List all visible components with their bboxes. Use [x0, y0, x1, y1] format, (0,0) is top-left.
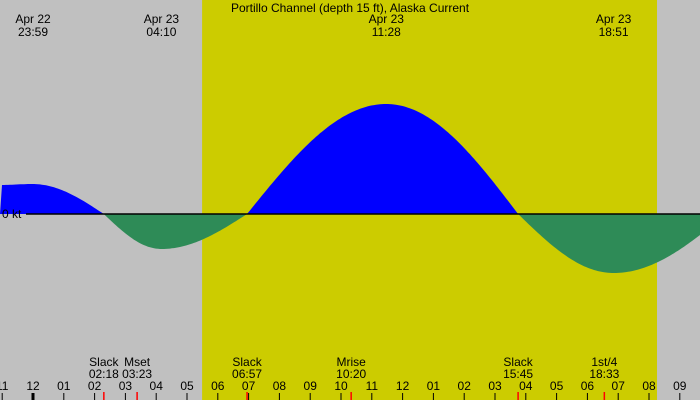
event-name-label: Slack — [232, 355, 262, 369]
peak-date-label: Apr 23 — [369, 12, 405, 26]
event-name-label: Slack — [503, 355, 533, 369]
event-time-label: 10:20 — [336, 367, 366, 381]
peak-time-label: 23:59 — [18, 25, 48, 39]
hour-tick-label: 09 — [304, 379, 318, 393]
event-time-label: 15:45 — [503, 367, 533, 381]
peak-date-label: Apr 23 — [596, 12, 632, 26]
hour-tick-label: 03 — [488, 379, 502, 393]
peak-time-label: 18:51 — [599, 25, 629, 39]
peak-time-label: 11:28 — [372, 25, 401, 39]
hour-tick-label: 11 — [0, 379, 9, 393]
event-name-label: Mset — [124, 355, 151, 369]
peak-date-label: Apr 23 — [144, 12, 180, 26]
hour-tick-label: 06 — [581, 379, 595, 393]
hour-tick-label: 10 — [334, 379, 348, 393]
event-name-label: Slack — [89, 355, 119, 369]
ebb-area — [0, 214, 700, 273]
hour-tick-label: 01 — [57, 379, 71, 393]
flood-area — [0, 104, 700, 214]
hour-tick-label: 11 — [366, 379, 379, 393]
peak-time-label: 04:10 — [146, 25, 176, 39]
hour-tick-label: 08 — [642, 379, 656, 393]
hour-tick-label: 07 — [612, 379, 626, 393]
event-time-label: 02:18 — [89, 367, 119, 381]
event-time-label: 18:33 — [589, 367, 619, 381]
zero-label: 0 kt — [2, 207, 22, 221]
hour-tick-label: 04 — [150, 379, 164, 393]
event-time-label: 06:57 — [232, 367, 262, 381]
hour-tick-label: 03 — [119, 379, 133, 393]
hour-tick-label: 05 — [550, 379, 564, 393]
hour-tick-label: 04 — [519, 379, 533, 393]
event-name-label: 1st/4 — [591, 355, 617, 369]
hour-tick-label: 08 — [273, 379, 287, 393]
hour-tick-label: 12 — [396, 379, 410, 393]
hour-tick-label: 12 — [26, 379, 40, 393]
hour-tick-label: 06 — [211, 379, 225, 393]
event-name-label: Mrise — [336, 355, 366, 369]
hour-tick-label: 09 — [673, 379, 687, 393]
peak-date-label: Apr 22 — [15, 12, 51, 26]
hour-tick-label: 02 — [88, 379, 102, 393]
hour-tick-label: 07 — [242, 379, 256, 393]
hour-tick-label: 02 — [458, 379, 472, 393]
chart-title: Portillo Channel (depth 15 ft), Alaska C… — [231, 1, 470, 15]
hour-tick-label: 05 — [180, 379, 194, 393]
event-time-label: 03:23 — [122, 367, 152, 381]
hour-tick-label: 01 — [427, 379, 441, 393]
